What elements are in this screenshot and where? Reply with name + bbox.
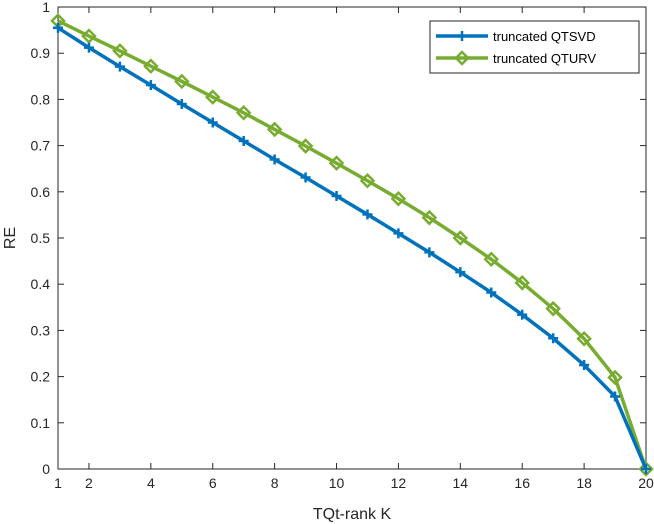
data-point [83,42,94,53]
series-line [57,26,648,470]
data-point [576,330,592,347]
data-point [297,138,314,154]
data-point [486,287,497,298]
data-point [579,360,590,371]
data-point [53,22,63,33]
data-point [328,155,345,171]
legend-label: truncated QTSVD [493,29,596,44]
plot-area [57,6,647,470]
x-tick-label: 8 [271,475,279,491]
data-point [362,209,373,220]
data-point [638,461,654,477]
data-point [457,31,467,41]
data-point [545,300,561,317]
y-tick-label: 0.7 [31,138,51,154]
y-tick-label: 0 [42,461,50,477]
legend: truncated QTSVD truncated QTURV [429,20,640,74]
data-point [204,89,221,105]
x-tick-label: 18 [576,475,592,491]
data-point [269,154,280,165]
data-point [174,73,190,90]
series-layer [50,13,654,477]
y-tick-label: 0.3 [31,322,51,338]
data-point [235,105,252,121]
x-tick-label: 12 [391,475,407,491]
data-point [145,80,156,91]
data-point [454,50,470,66]
axis-ticks: 1 2 4 6 8 10 12 14 16 18 2000.10.20.30.40.50.60.70… [31,0,654,491]
y-tick-label: 0.5 [31,230,51,246]
data-point [641,464,651,474]
x-tick-label: 10 [329,475,345,491]
legend-item: truncated QTURV [436,50,596,66]
x-tick-label: 16 [514,475,530,491]
x-axis-title: TQt-rank K [313,506,392,523]
y-tick-label: 0.9 [31,45,51,61]
data-point [393,228,404,239]
x-tick-label: 1 [54,475,62,491]
data-point [390,190,407,207]
data-point [452,230,469,246]
data-point [176,99,187,110]
y-tick-label: 0.2 [31,369,51,385]
data-point [610,391,621,402]
data-point [266,121,283,138]
y-tick-label: 0.1 [31,415,51,431]
y-tick-label: 0.6 [31,184,51,200]
data-point [455,267,466,278]
y-axis-title: RE [2,227,19,249]
data-point [548,333,559,344]
x-tick-label: 2 [85,475,93,491]
data-point [517,309,528,320]
x-tick-label: 20 [638,475,654,491]
y-tick-label: 1 [42,0,50,15]
series-truncated-qturv [50,13,654,477]
series-truncated-qtsvd [53,22,651,474]
y-tick-label: 0.8 [31,91,51,107]
data-point [359,172,376,189]
data-point [112,43,128,59]
data-point [114,61,125,72]
data-point [424,247,435,258]
data-point [81,28,97,44]
x-tick-label: 6 [209,475,217,491]
data-point [514,275,530,291]
data-point [607,369,623,386]
x-tick-label: 14 [453,475,469,491]
data-point [483,251,500,268]
legend-item: truncated QTSVD [436,29,596,44]
x-tick-label: 4 [147,475,155,491]
legend-box [429,20,640,74]
legend-label: truncated QTURV [493,51,596,66]
data-point [207,117,218,128]
data-point [143,58,159,74]
data-point [421,209,438,226]
y-tick-label: 0.4 [31,276,51,292]
data-point [331,190,342,201]
data-point [238,135,249,146]
data-point [300,172,311,183]
